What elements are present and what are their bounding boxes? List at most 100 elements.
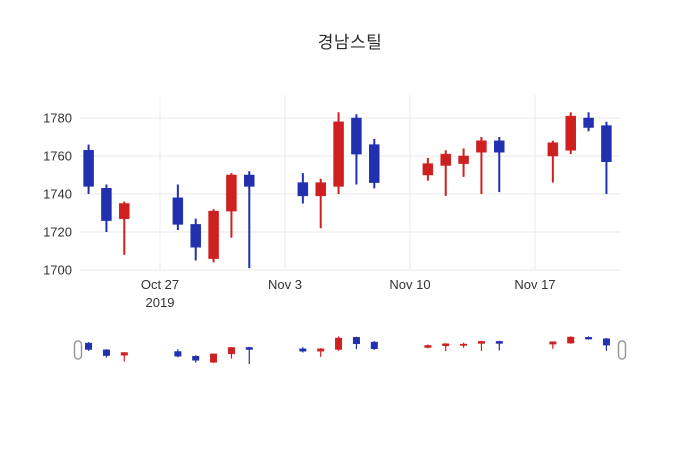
candle (208, 209, 219, 263)
candle (442, 343, 450, 352)
candle (369, 138, 380, 189)
candle-body (458, 155, 469, 164)
candle-body (422, 163, 434, 176)
x-tick-sublabel: 2019 (146, 295, 175, 310)
candle-body (208, 210, 219, 259)
candle-body (226, 174, 237, 212)
y-tick-label: 1780 (43, 111, 72, 126)
candle (226, 173, 237, 238)
plot-area[interactable] (80, 95, 621, 270)
candle (458, 148, 469, 177)
candle-body (370, 341, 378, 350)
candle-body (172, 197, 184, 225)
candle (602, 338, 610, 351)
candle-body (333, 121, 344, 187)
candle-body (315, 182, 326, 197)
range-slider-handle-right[interactable] (617, 340, 627, 360)
candle (370, 341, 378, 350)
candle (317, 348, 325, 357)
candle-body (585, 337, 593, 340)
y-tick-label: 1760 (43, 149, 72, 164)
candle-body (85, 342, 93, 350)
candle (547, 140, 559, 183)
candle (172, 184, 184, 231)
candle-body (174, 351, 182, 357)
candle-body (335, 337, 343, 350)
candle (333, 112, 344, 194)
candle-body (245, 347, 253, 350)
candle-body (601, 125, 612, 162)
candle (192, 355, 200, 363)
candle-body (476, 140, 487, 153)
candle (101, 184, 112, 232)
candle (119, 201, 130, 255)
candle-body (547, 142, 559, 157)
candle (495, 340, 503, 351)
candle-body (297, 182, 309, 197)
y-tick-label: 1720 (43, 225, 72, 240)
candle-body (244, 174, 255, 187)
candle-body (190, 224, 201, 248)
candle (102, 349, 110, 358)
candle (476, 137, 487, 194)
candle (299, 347, 307, 353)
candle-body (442, 343, 450, 347)
x-tick-label: Nov 3 (268, 277, 302, 292)
candle (245, 346, 253, 364)
candle-body (101, 188, 112, 221)
y-tick-label: 1700 (43, 263, 72, 278)
candle (422, 157, 434, 181)
candle-body (369, 144, 380, 183)
candle (565, 112, 576, 155)
x-tick-label: Nov 17 (514, 277, 555, 292)
candle-body (227, 347, 235, 355)
candle-body (583, 117, 594, 128)
candle-body (351, 117, 362, 155)
candle (190, 218, 201, 261)
candle-body (495, 341, 503, 344)
candle (335, 336, 343, 351)
candle-body (494, 140, 505, 153)
candle (120, 352, 128, 362)
candle-body (317, 348, 325, 352)
candle-body (549, 341, 557, 345)
candle-body (102, 349, 110, 356)
range-slider-handle-left[interactable] (73, 340, 83, 360)
candle-body (210, 353, 218, 363)
candle-body (120, 352, 128, 356)
candle (583, 112, 594, 132)
candle (315, 178, 326, 229)
x-tick-label: Oct 27 (141, 277, 179, 292)
candle-body (119, 203, 130, 219)
candle (549, 341, 557, 349)
range-slider-track[interactable] (78, 330, 622, 370)
candle (424, 344, 432, 349)
candle (297, 173, 309, 204)
candle (477, 340, 485, 351)
chart-title: 경남스틸 (317, 33, 383, 52)
candle (85, 342, 93, 351)
candle (460, 342, 468, 348)
candle (440, 150, 451, 196)
candle (494, 137, 505, 193)
candle-body (192, 355, 200, 361)
candle-body (567, 336, 575, 344)
candle (567, 336, 575, 344)
x-tick-label: Nov 10 (389, 277, 430, 292)
candle (352, 336, 360, 350)
candle-body (477, 341, 485, 344)
candle-body (460, 343, 468, 346)
candle (244, 171, 255, 269)
candle-body (83, 150, 94, 187)
y-tick-label: 1740 (43, 187, 72, 202)
candle (351, 114, 362, 185)
candle-body (602, 338, 610, 346)
candle-body (299, 348, 307, 352)
candle-body (424, 345, 432, 348)
candle-body (352, 337, 360, 345)
candle (227, 347, 235, 359)
candle-body (440, 153, 451, 166)
candle (83, 144, 94, 194)
